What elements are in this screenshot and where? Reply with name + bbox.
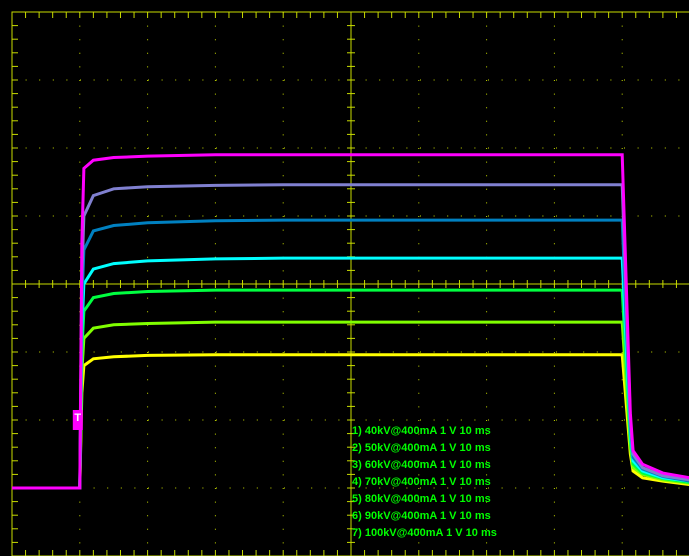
trigger-label: T <box>74 412 81 424</box>
legend-entry: 6) 90kV@400mA 1 V 10 ms <box>352 510 491 522</box>
legend-entry: 1) 40kV@400mA 1 V 10 ms <box>352 425 491 437</box>
legend-entry: 7) 100kV@400mA 1 V 10 ms <box>352 527 497 539</box>
trace <box>12 153 689 490</box>
legend-entry: 5) 80kV@400mA 1 V 10 ms <box>352 493 491 505</box>
trigger-marker <box>72 410 83 430</box>
legend-entry: 3) 60kV@400mA 1 V 10 ms <box>352 459 491 471</box>
trace <box>12 353 689 490</box>
legend-entry: 4) 70kV@400mA 1 V 10 ms <box>352 476 491 488</box>
legend-entry: 2) 50kV@400mA 1 V 10 ms <box>352 442 491 454</box>
